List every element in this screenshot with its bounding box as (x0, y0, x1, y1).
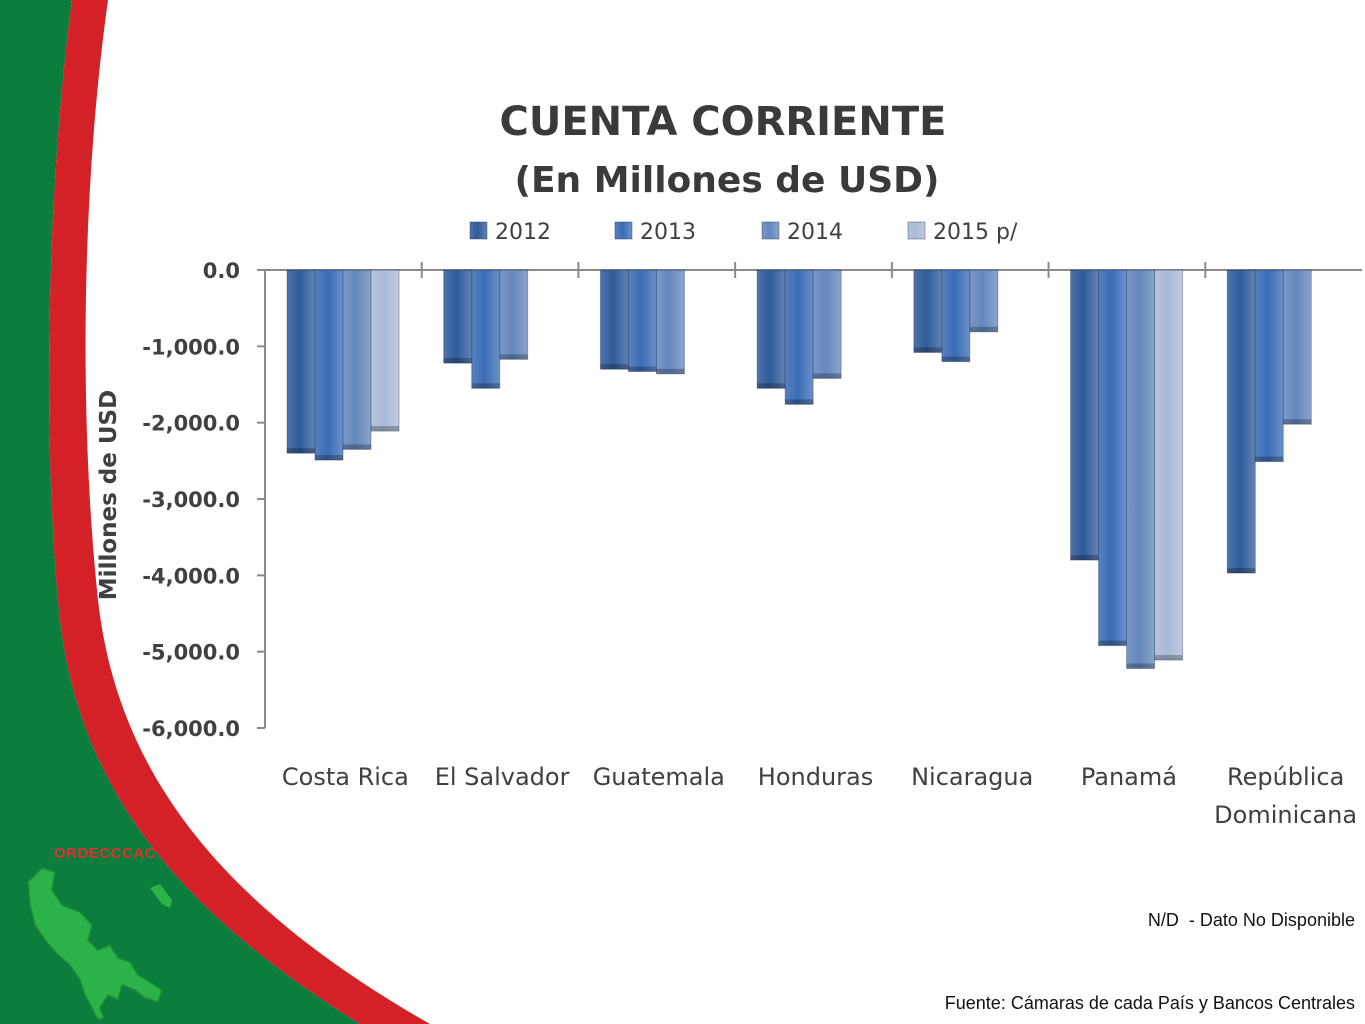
bar-2015p (1154, 269, 1184, 661)
bar-2014 (812, 269, 842, 379)
bar-shadow (499, 354, 528, 360)
bar-shadow (628, 366, 657, 372)
bar-2012 (286, 269, 316, 454)
bar-2014 (655, 269, 685, 375)
bar-shadow (315, 455, 343, 461)
legend-label: 2015 p/ (933, 220, 1018, 245)
legend-label: 2014 (787, 220, 843, 245)
bar-2014 (1126, 269, 1156, 669)
legend-swatch (614, 221, 633, 240)
bar-2012 (443, 269, 473, 364)
legend-swatch (761, 221, 780, 240)
y-tick-label: -4,000.0 (142, 564, 240, 588)
category-label: Guatemala (593, 763, 725, 791)
green-side-band (0, 0, 360, 1024)
y-tick-label: -2,000.0 (142, 412, 240, 436)
bar-2012 (1070, 269, 1100, 561)
category-label: Honduras (758, 763, 873, 791)
bar-2014 (1282, 269, 1312, 425)
bar-shadow (600, 364, 629, 370)
bar-shadow (785, 399, 814, 405)
bar-shadow (813, 373, 842, 379)
bar-shadow (1126, 663, 1155, 669)
bar-shadow (287, 448, 315, 454)
y-tick-labels: 0.0 -1,000.0 -2,000.0 -3,000.0 -4,000.0 -5,00… (142, 259, 240, 741)
bar-shadow (1227, 568, 1256, 574)
chart-title: CUENTA CORRIENTE (500, 99, 947, 145)
bar-2013 (314, 269, 344, 461)
legend-swatch (469, 221, 488, 240)
chart-subtitle: (En Millones de USD) (514, 160, 939, 201)
y-tick-label: -5,000.0 (142, 641, 240, 665)
category-label: Panamá (1081, 763, 1177, 791)
y-tick-label: 0.0 (203, 259, 240, 283)
bar-shadow (371, 426, 399, 432)
bar-shadow (1098, 640, 1127, 646)
bar-2014 (499, 269, 529, 360)
brand-logo-text: ORDECCCAC (54, 845, 156, 862)
legend-label: 2012 (495, 220, 551, 245)
y-axis-label: Millones de USD (96, 390, 122, 600)
chart-legend: 2012 2013 2014 2015 p/ (469, 220, 1018, 245)
legend-label: 2013 (640, 220, 696, 245)
category-label: Costa Rica (282, 763, 409, 791)
y-tick-label: -6,000.0 (142, 717, 240, 741)
bar-shadow (1070, 555, 1099, 561)
bar-shadow (343, 444, 371, 450)
bar-2012 (756, 269, 786, 389)
nd-footnote: N/D - Dato No Disponible (1147, 910, 1355, 930)
bar-2012 (913, 269, 943, 353)
bar-2013 (1254, 269, 1284, 463)
bar-2015p (370, 269, 400, 432)
bar-shadow (941, 356, 970, 362)
y-tick-label: -1,000.0 (142, 335, 240, 359)
bar-2013 (627, 269, 657, 373)
bar-2012 (1226, 269, 1256, 574)
y-tick-label: -3,000.0 (142, 488, 240, 512)
bar-2014 (342, 269, 372, 450)
bar-2014 (969, 269, 999, 333)
category-label: Nicaragua (911, 763, 1033, 791)
bar-shadow (1154, 655, 1183, 661)
bar-shadow (471, 383, 500, 389)
category-labels: Costa Rica El Salvador Guatemala Honduras Ni… (282, 763, 1357, 829)
bar-2012 (599, 269, 629, 370)
bar-2013 (784, 269, 814, 405)
red-side-stripe (49, 0, 431, 1024)
bar-shadow (1255, 456, 1284, 462)
category-label: Dominicana (1214, 801, 1357, 829)
category-label: El Salvador (435, 763, 570, 791)
category-label: República (1227, 763, 1344, 791)
caribbean-island-icon (150, 884, 172, 908)
central-america-map-icon (27, 867, 163, 1021)
bar-shadow (656, 368, 685, 374)
legend-swatch (907, 221, 926, 240)
bars (286, 269, 1312, 669)
bar-2013 (471, 269, 501, 389)
bar-shadow (443, 358, 472, 364)
bar-2013 (941, 269, 971, 363)
bar-shadow (757, 383, 786, 389)
bar-shadow (1283, 419, 1312, 425)
bar-shadow (913, 347, 942, 353)
bar-2013 (1098, 269, 1128, 647)
source-footnote: Fuente: Cámaras de cada País y Bancos Ce… (944, 993, 1355, 1013)
bar-shadow (969, 326, 998, 332)
